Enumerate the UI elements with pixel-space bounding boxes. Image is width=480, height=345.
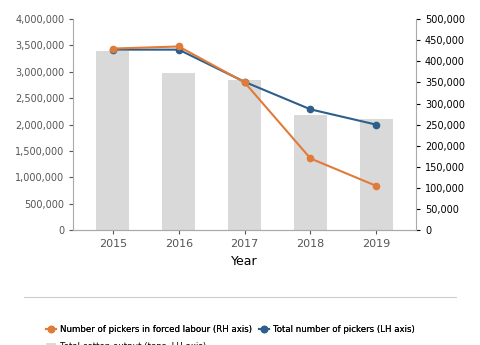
Total number of pickers (LH axis) (373, 122, 379, 127)
Number of pickers in forced labour (RH axis) (308, 156, 313, 160)
Bar (360, 119, 393, 230)
Line: Total number of pickers (LH axis): Total number of pickers (LH axis) (110, 47, 380, 128)
Bar (228, 80, 261, 230)
X-axis label: Year: Year (231, 255, 258, 268)
Number of pickers in forced labour (RH axis) (373, 184, 379, 188)
Bar (294, 115, 327, 230)
Number of pickers in forced labour (RH axis) (110, 47, 116, 51)
Legend: Number of pickers in forced labour (RH axis), Total number of pickers (LH axis): Number of pickers in forced labour (RH a… (43, 321, 418, 337)
Line: Number of pickers in forced labour (RH axis): Number of pickers in forced labour (RH a… (110, 43, 380, 189)
Bar (96, 51, 130, 230)
Total number of pickers (LH axis) (242, 80, 248, 84)
Number of pickers in forced labour (RH axis) (242, 80, 248, 85)
Legend: Total cotton output (tons, LH axis): Total cotton output (tons, LH axis) (43, 338, 209, 345)
Total number of pickers (LH axis) (308, 107, 313, 111)
Number of pickers in forced labour (RH axis) (176, 45, 181, 49)
Bar (162, 73, 195, 230)
Total number of pickers (LH axis) (176, 48, 181, 52)
Total number of pickers (LH axis) (110, 48, 116, 52)
